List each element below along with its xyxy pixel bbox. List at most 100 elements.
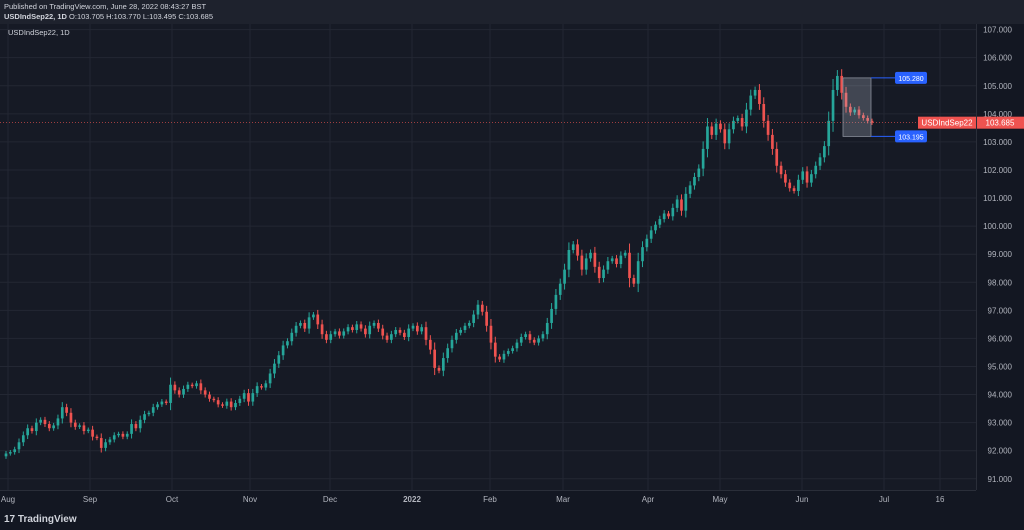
time-tick-label: Apr xyxy=(642,495,655,504)
candle-body xyxy=(541,334,545,339)
time-axis[interactable] xyxy=(0,490,976,509)
time-tick-label: Jul xyxy=(879,495,889,504)
candle-body xyxy=(628,252,631,279)
candle-body xyxy=(697,168,701,177)
candle-body xyxy=(485,311,488,326)
candle-body xyxy=(515,342,519,349)
candle-body xyxy=(199,383,203,391)
candle-body xyxy=(788,182,792,189)
last-price-value: 103.685 xyxy=(986,119,1015,128)
range-box xyxy=(842,77,872,137)
candle-body xyxy=(537,338,540,343)
candle-body xyxy=(684,193,688,211)
price-tick-label: 104.000 xyxy=(983,110,1012,119)
time-tick-label: Nov xyxy=(243,495,257,504)
candle-body xyxy=(372,322,376,326)
price-tick-label: 105.000 xyxy=(983,82,1012,91)
candle-body xyxy=(203,390,207,395)
candle-body xyxy=(680,199,683,211)
price-tick-label: 97.000 xyxy=(988,306,1013,315)
time-tick-label: Oct xyxy=(166,495,179,504)
candle-body xyxy=(758,89,761,105)
candle-body xyxy=(736,118,740,121)
candle-body xyxy=(17,442,21,450)
candle-body xyxy=(416,325,419,332)
candle-body xyxy=(108,439,112,443)
price-tick-label: 96.000 xyxy=(988,334,1013,343)
chart-pane[interactable] xyxy=(0,24,976,490)
candle-body xyxy=(91,429,94,437)
candle-body xyxy=(784,174,787,183)
candle-body xyxy=(160,401,164,405)
candle-body xyxy=(823,146,826,158)
candle-body xyxy=(69,412,73,423)
candle-body xyxy=(8,452,12,454)
candle-body xyxy=(857,109,861,116)
candle-body xyxy=(615,258,618,265)
candle-body xyxy=(290,332,294,342)
candle-body xyxy=(645,238,649,248)
candle-body xyxy=(693,176,696,186)
candle-body xyxy=(662,213,666,220)
price-tick-label: 99.000 xyxy=(988,250,1013,259)
candle-body xyxy=(762,104,766,121)
candle-body xyxy=(771,134,774,149)
candle-body xyxy=(779,165,783,175)
candle-body xyxy=(125,433,129,437)
candle-body xyxy=(844,92,848,107)
candle-body xyxy=(138,419,142,429)
price-axis[interactable] xyxy=(976,24,1024,490)
candle-body xyxy=(619,255,623,265)
close-value: 103.685 xyxy=(185,12,213,21)
candle-body xyxy=(792,188,796,192)
candle-body xyxy=(329,334,333,340)
candle-body xyxy=(810,174,813,183)
candle-body xyxy=(801,171,805,180)
candle-body xyxy=(73,422,77,427)
candle-body xyxy=(610,258,614,262)
time-tick-label: Jun xyxy=(796,495,809,504)
price-tick-label: 101.000 xyxy=(983,194,1012,203)
candle-body xyxy=(623,252,627,256)
candle-body xyxy=(143,414,146,420)
candle-body xyxy=(86,429,90,432)
candle-body xyxy=(355,324,359,330)
footer-bar: 17 TradingView xyxy=(0,508,1024,530)
candle-body xyxy=(797,179,800,192)
candle-body xyxy=(242,393,246,399)
candle-body xyxy=(498,356,501,360)
candle-body xyxy=(277,355,281,364)
candle-body xyxy=(489,325,493,343)
candle-body xyxy=(333,331,337,335)
candle-body xyxy=(260,386,263,388)
candle-body xyxy=(688,185,692,194)
candle-body xyxy=(381,328,385,336)
candle-body xyxy=(836,75,839,90)
candle-body xyxy=(749,95,753,110)
candle-body xyxy=(450,339,454,349)
candle-body xyxy=(545,322,549,335)
price-tick-label: 103.000 xyxy=(983,138,1012,147)
last-price-tag xyxy=(977,116,1024,129)
candle-body xyxy=(563,269,566,284)
candle-body xyxy=(701,148,705,169)
candle-body xyxy=(338,331,341,336)
candle-body xyxy=(364,328,367,335)
price-tick-label: 102.000 xyxy=(983,166,1012,175)
candle-body xyxy=(56,418,60,426)
candle-body xyxy=(463,325,467,330)
tradingview-logo[interactable]: 17 TradingView xyxy=(4,514,77,525)
close-label: C: xyxy=(178,12,186,21)
candle-body xyxy=(368,325,372,335)
time-tick-label: May xyxy=(712,495,727,504)
candle-body xyxy=(34,422,38,432)
candle-body xyxy=(186,384,190,389)
candle-body xyxy=(130,424,133,434)
candle-body xyxy=(47,424,51,429)
published-text: Published on TradingView.com, June 28, 2… xyxy=(4,2,207,11)
candle-body xyxy=(60,407,64,419)
candle-body xyxy=(853,109,857,113)
candle-body xyxy=(320,324,324,335)
candle-body xyxy=(827,120,831,147)
candle-body xyxy=(121,433,125,437)
